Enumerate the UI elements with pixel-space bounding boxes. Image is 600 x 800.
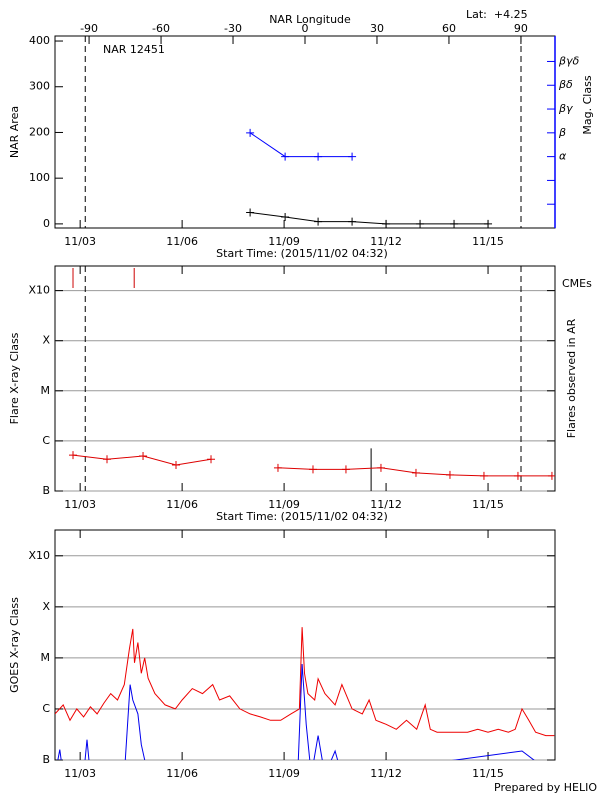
cme-legend: CMEs <box>562 277 592 290</box>
x-axis-label: Start Time: (2015/11/02 04:32) <box>216 247 388 260</box>
series-group <box>69 451 555 480</box>
plot-frame <box>54 35 556 229</box>
data-point <box>281 152 290 161</box>
y-tick-label: 300 <box>29 80 50 93</box>
data-point <box>69 451 78 460</box>
y2-axis-label: Flares observed in AR <box>565 318 578 438</box>
x-tick-label: 11/15 <box>472 498 504 511</box>
data-point <box>281 213 290 222</box>
x-tick-label: 11/09 <box>268 498 300 511</box>
data-point <box>246 208 255 217</box>
y-axis-label: Flare X-ray Class <box>8 332 21 424</box>
x-tick-label: 11/15 <box>472 235 504 248</box>
series-line <box>57 663 535 760</box>
y-tick-label: 200 <box>29 125 50 138</box>
y2-axis-label: Mag. Class <box>581 75 594 134</box>
x-tick-label: 11/06 <box>166 767 198 780</box>
y2-tick-label: βδ <box>558 78 573 91</box>
y-tick-label: X10 <box>28 549 50 562</box>
series-group <box>55 627 555 760</box>
y2-tick-label: βγδ <box>558 54 580 67</box>
data-point <box>314 217 323 226</box>
y-tick-label: C <box>42 434 50 447</box>
x-tick-label: 11/03 <box>64 498 96 511</box>
y-tick-label: X <box>42 334 50 347</box>
x-tick-label: 11/12 <box>370 498 402 511</box>
chart-title: NAR 12451 <box>103 43 165 56</box>
series-line <box>249 132 353 158</box>
series-group <box>246 128 493 228</box>
data-point <box>411 468 420 477</box>
data-point <box>479 471 488 480</box>
data-point <box>341 465 350 474</box>
x2-tick-label: -90 <box>80 22 98 35</box>
x2-axis-label: NAR Longitude <box>269 13 351 26</box>
y-tick-label: 0 <box>43 217 50 230</box>
data-point <box>273 463 282 472</box>
y-tick-label: X10 <box>28 284 50 297</box>
x2-tick-label: -30 <box>224 22 242 35</box>
y-axis-label: NAR Area <box>8 106 21 158</box>
series-line <box>250 212 488 225</box>
data-point <box>484 219 493 228</box>
y2-tick-label: α <box>559 150 567 163</box>
x-tick-label: 11/12 <box>370 767 402 780</box>
footer: Prepared by HELIO <box>494 781 597 794</box>
series-line <box>55 627 555 737</box>
x2-tick-label: 60 <box>442 22 456 35</box>
data-point <box>348 152 357 161</box>
y-tick-label: M <box>41 384 51 397</box>
x-axis-label: Start Time: (2015/11/02 04:32) <box>216 510 388 523</box>
x-tick-label: 11/06 <box>166 235 198 248</box>
x-tick-label: 11/09 <box>268 767 300 780</box>
x2-tick-label: 90 <box>514 22 528 35</box>
data-point <box>416 219 425 228</box>
x-tick-label: 11/03 <box>64 767 96 780</box>
data-point <box>207 455 216 464</box>
data-point <box>172 461 181 470</box>
x-tick-label: 11/03 <box>64 235 96 248</box>
y-tick-label: 400 <box>29 34 50 47</box>
y-axis-label: GOES X-ray Class <box>8 597 21 693</box>
data-point <box>314 152 323 161</box>
data-point <box>348 217 357 226</box>
data-point <box>445 470 454 479</box>
data-point <box>139 451 148 460</box>
y-tick-label: X <box>42 600 50 613</box>
y-tick-label: 100 <box>29 171 50 184</box>
y2-tick-label: βγ <box>558 102 573 115</box>
y-tick-label: M <box>41 651 51 664</box>
x2-tick-label: 30 <box>370 22 384 35</box>
y-tick-label: C <box>42 702 50 715</box>
data-point <box>103 455 112 464</box>
latitude-annotation: Lat: +4.25 <box>466 8 528 21</box>
data-point <box>382 219 391 228</box>
x-tick-label: 11/15 <box>472 767 504 780</box>
y2-tick-label: β <box>558 126 566 139</box>
data-point <box>450 219 459 228</box>
x-tick-label: 11/06 <box>166 498 198 511</box>
data-point <box>513 471 522 480</box>
x2-tick-label: 0 <box>302 22 309 35</box>
y-tick-label: B <box>42 484 50 497</box>
data-point <box>547 471 555 480</box>
data-point <box>376 463 385 472</box>
series-line <box>72 454 552 477</box>
x2-tick-label: -60 <box>152 22 170 35</box>
y-tick-label: B <box>42 753 50 766</box>
x-tick-label: 11/09 <box>268 235 300 248</box>
data-point <box>246 128 255 137</box>
data-point <box>308 465 317 474</box>
x-tick-label: 11/12 <box>370 235 402 248</box>
